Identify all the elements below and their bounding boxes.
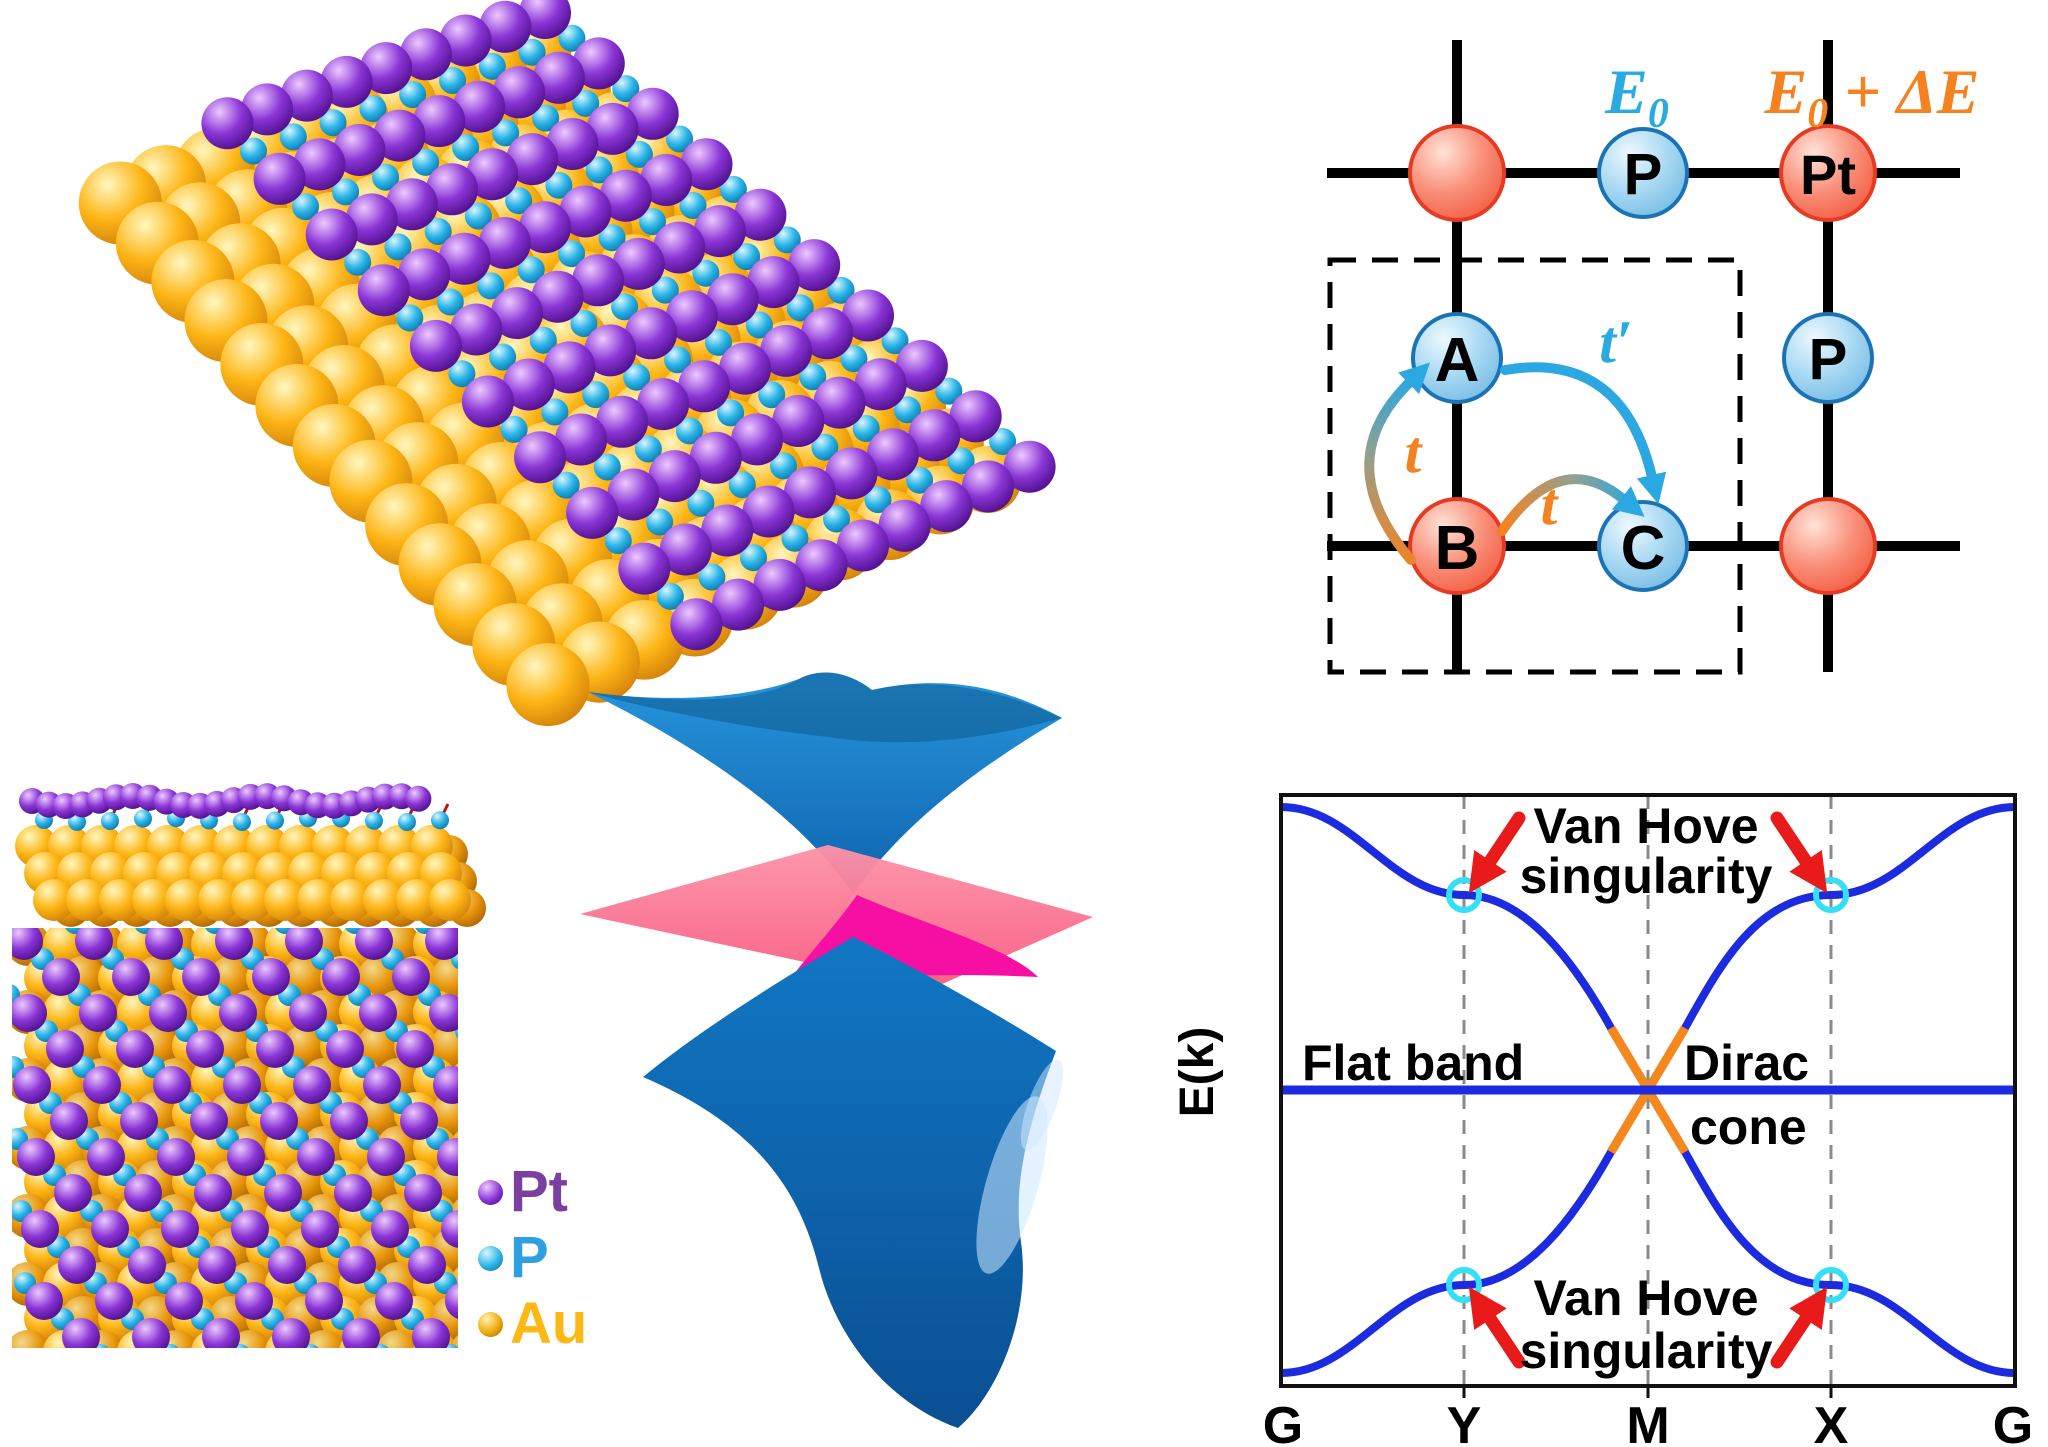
au-sphere-icon (478, 1311, 503, 1337)
x-tick-y: Y (1447, 1397, 1482, 1447)
site-label-p-top: P (1624, 142, 1663, 207)
van-hove-bottom-line2: singularity (1520, 1323, 1773, 1379)
hopping-label-t-bottom: t (1541, 471, 1560, 537)
x-tick-m: M (1626, 1397, 1669, 1447)
band-structure-plot: Flat band Dirac cone Van Hove singularit… (1171, 793, 2033, 1447)
axis-ticks (1462, 1386, 1833, 1398)
hopping-label-t-prime: t′ (1599, 309, 1633, 375)
dirac-lower-surface (643, 937, 1056, 1428)
site-label-pt: Pt (1800, 143, 1856, 206)
site-b (1408, 497, 1506, 595)
van-hove-singularity-marker (1446, 877, 1482, 913)
site-pt-bottom-right (1779, 497, 1877, 595)
y-axis-label: E(k) (1171, 1027, 1224, 1118)
van-hove-singularity-marker (1813, 877, 1849, 913)
x-tick-g-right: G (1993, 1397, 2033, 1447)
topview-pt-atoms (12, 928, 458, 1348)
side-view-gold-atoms (15, 825, 486, 927)
site-label-c: C (1621, 514, 1666, 583)
lattice-sites (1408, 124, 1877, 595)
site-pt-top-right (1779, 124, 1877, 222)
van-hove-top-line2: singularity (1520, 848, 1773, 904)
hopping-arrows (1364, 362, 1667, 565)
structure-side-view (15, 783, 486, 927)
van-hove-arrow-top-left (1468, 811, 1526, 894)
legend: Pt P Au (478, 1159, 588, 1356)
van-hove-arrow-bottom-left (1468, 1286, 1526, 1369)
site-label-a: A (1435, 326, 1480, 395)
site-label-b: B (1435, 514, 1480, 583)
van-hove-bottom-line1: Van Hove (1533, 1270, 1758, 1326)
dirac-cone-label-line1: Dirac (1684, 1035, 1809, 1091)
band-curves (1280, 803, 2016, 1377)
hopping-arrow-b-to-c (1497, 474, 1645, 536)
tight-binding-lattice-model: A B C P P Pt E0 E0 + ΔE t t t′ (1327, 40, 1980, 675)
unit-cell-dashed-box (1327, 257, 1743, 675)
hopping-label-t-left: t (1405, 419, 1424, 485)
dirac-upper-cone-shade (588, 672, 1062, 743)
structure-top-view (12, 928, 458, 1348)
site-a (1411, 312, 1503, 404)
van-hove-arrows (1468, 811, 1828, 1369)
legend-label-au: Au (510, 1291, 588, 1356)
onsite-energy-pt-label: E0 + ΔE (1764, 56, 1980, 137)
dirac-cone-render (580, 672, 1093, 1428)
legend-item-p: P (478, 1225, 587, 1290)
site-label-p-right: P (1809, 327, 1848, 392)
van-hove-top-line1: Van Hove (1533, 798, 1758, 854)
legend-label-p: P (510, 1225, 549, 1290)
van-hove-singularity-marker (1446, 1267, 1482, 1303)
van-hove-arrow-top-right (1770, 811, 1828, 894)
site-p-top (1597, 127, 1689, 219)
pt-sphere-icon (478, 1179, 503, 1205)
hopping-arrow-b-to-a (1364, 362, 1431, 565)
x-tick-g-left: G (1263, 1397, 1303, 1447)
dirac-upper-cone (588, 672, 1062, 894)
p-sphere-icon (478, 1245, 503, 1271)
structure-3d-perspective (78, 0, 1056, 727)
legend-item-au: Au (478, 1291, 588, 1356)
x-tick-x: X (1814, 1397, 1849, 1447)
side-view-p-atoms (35, 809, 449, 831)
van-hove-markers (1446, 877, 1849, 1303)
flat-band-label: Flat band (1302, 1035, 1524, 1091)
site-pt-top-left (1408, 124, 1506, 222)
onsite-energy-p-label: E0 (1604, 56, 1669, 137)
hopping-arrow-a-to-c (1500, 362, 1667, 505)
van-hove-arrow-bottom-right (1770, 1286, 1828, 1369)
legend-label-pt: Pt (510, 1159, 568, 1224)
legend-item-pt: Pt (478, 1159, 587, 1224)
pt-atoms (201, 0, 1056, 651)
dirac-cone-label-line2: cone (1690, 1099, 1807, 1155)
gloss-highlight-2 (1020, 1059, 1064, 1151)
van-hove-singularity-marker (1813, 1267, 1849, 1303)
site-p-right (1782, 312, 1874, 404)
side-view-pt-atoms (19, 783, 432, 819)
